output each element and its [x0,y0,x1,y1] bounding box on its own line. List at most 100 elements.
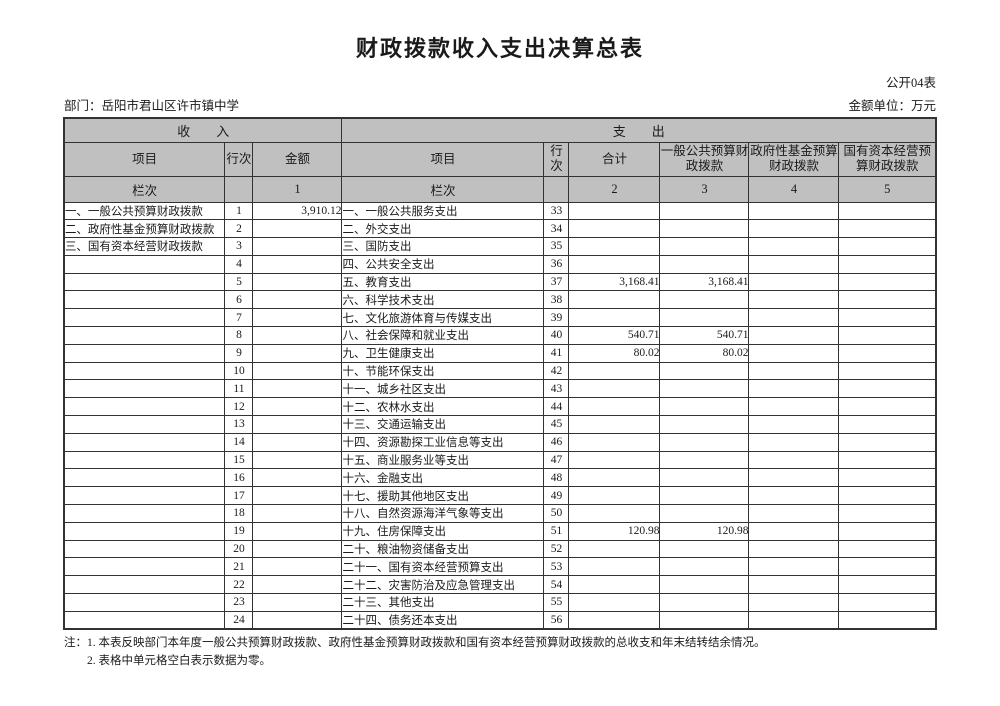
expense-line-cell: 39 [543,308,570,328]
income-item-cell [63,397,226,417]
expense-general-budget-cell: 540.71 [659,326,750,345]
expense-total-cell: 540.71 [568,326,661,345]
income-line-cell: 20 [224,539,254,559]
expense-total-cell [568,219,661,239]
income-amount-cell [252,610,343,630]
expense-gov-fund-cell [748,254,840,274]
table-row: 10 十、节能环保支出 42 [63,361,937,381]
expense-gov-fund-cell [748,575,840,595]
expense-total-cell [568,361,661,381]
expense-item-cell: 十八、自然资源海洋气象等支出 [341,504,545,523]
expense-total-cell [568,504,661,523]
expense-line-cell: 44 [543,397,570,417]
expense-item-cell: 七、文化旅游体育与传媒支出 [341,308,545,328]
table-row: 18 十八、自然资源海洋气象等支出 50 [63,504,937,523]
income-amount-cell [252,219,343,239]
expense-item-cell: 十五、商业服务业等支出 [341,450,545,470]
table-row: 7 七、文化旅游体育与传媒支出 39 [63,308,937,328]
income-amount-cell [252,539,343,559]
expense-column-header: 国有资本经营预算财政拨款 [838,141,937,177]
expense-gov-fund-cell [748,610,840,630]
expense-state-capital-cell [838,308,937,328]
expense-line-cell: 36 [543,254,570,274]
expense-total-cell [568,468,661,488]
expense-line-cell: 48 [543,468,570,488]
expense-state-capital-cell [838,326,937,345]
income-line-cell: 24 [224,610,254,630]
expense-gov-fund-cell [748,272,840,292]
income-amount-cell [252,254,343,274]
expense-gov-fund-cell [748,557,840,577]
expense-general-budget-cell [659,361,750,381]
expense-general-budget-cell [659,290,750,310]
expense-state-capital-cell [838,504,937,523]
table-row: 二、政府性基金预算财政拨款 2 二、外交支出 34 [63,219,937,239]
expense-line-cell: 40 [543,326,570,345]
income-line-cell: 1 [224,201,254,221]
income-item-cell [63,308,226,328]
expense-item-cell: 十六、金融支出 [341,468,545,488]
expense-total-cell [568,486,661,506]
expense-total-cell [568,432,661,452]
income-item-cell [63,343,226,363]
income-item-cell [63,575,226,595]
income-item-cell [63,557,226,577]
expense-item-cell: 四、公共安全支出 [341,254,545,274]
expense-state-capital-cell [838,610,937,630]
expense-state-capital-cell [838,486,937,506]
table-row: 23 二十三、其他支出 55 [63,593,937,612]
expense-line-cell: 51 [543,521,570,541]
expense-general-budget-cell [659,397,750,417]
table-row: 24 二十四、债务还本支出 56 [63,610,937,630]
expense-line-cell: 38 [543,290,570,310]
unit-label: 金额单位：万元 [848,99,936,113]
income-item-cell: 一、一般公共预算财政拨款 [63,201,226,221]
income-amount-cell [252,379,343,399]
income-line-cell: 11 [224,379,254,399]
table-row: 9 九、卫生健康支出 41 80.02 80.02 [63,343,937,363]
table-row: 21 二十一、国有资本经营预算支出 53 [63,557,937,577]
expense-line-cell: 47 [543,450,570,470]
expense-state-capital-cell [838,575,937,595]
expense-state-capital-cell [838,397,937,417]
expense-item-cell: 十九、住房保障支出 [341,521,545,541]
expense-state-capital-cell [838,361,937,381]
notes-block: 注：1. 本表反映部门本年度一般公共预算财政拨款、政府性基金预算财政拨款和国有资… [64,635,936,671]
income-column-header: 金额 [252,141,343,177]
expense-item-cell: 三、国防支出 [341,237,545,256]
expense-state-capital-cell [838,272,937,292]
income-line-cell: 21 [224,557,254,577]
income-line-cell: 3 [224,237,254,256]
expense-column-index: 2 [568,175,661,203]
income-line-cell: 23 [224,593,254,612]
expense-column-index [543,175,570,203]
expense-line-cell: 50 [543,504,570,523]
expense-item-cell: 十一、城乡社区支出 [341,379,545,399]
expense-line-cell: 55 [543,593,570,612]
expense-line-cell: 42 [543,361,570,381]
expense-item-cell: 十三、交通运输支出 [341,415,545,434]
expense-line-cell: 43 [543,379,570,399]
income-line-cell: 14 [224,432,254,452]
income-amount-cell: 3,910.12 [252,201,343,221]
income-item-cell [63,468,226,488]
expense-general-budget-cell [659,468,750,488]
expense-line-cell: 49 [543,486,570,506]
expense-total-cell [568,379,661,399]
table-row: 22 二十二、灾害防治及应急管理支出 54 [63,575,937,595]
income-column-header: 项目 [63,141,226,177]
expense-line-cell: 52 [543,539,570,559]
expense-gov-fund-cell [748,397,840,417]
section-header-row: 收 入 支 出 [63,117,937,143]
income-line-cell: 10 [224,361,254,381]
column-header-row: 项目 行次 金额 项目 行次 合计 一般公共预算财政拨款 政府性基金预算财政拨款 国有资本经营预… [63,141,937,177]
income-section-header: 收 入 [63,117,343,143]
table-row: 15 十五、商业服务业等支出 47 [63,450,937,470]
income-amount-cell [252,397,343,417]
expense-line-cell: 56 [543,610,570,630]
table-row: 17 十七、援助其他地区支出 49 [63,486,937,506]
expense-state-capital-cell [838,415,937,434]
expense-item-cell: 八、社会保障和就业支出 [341,326,545,345]
income-amount-cell [252,361,343,381]
